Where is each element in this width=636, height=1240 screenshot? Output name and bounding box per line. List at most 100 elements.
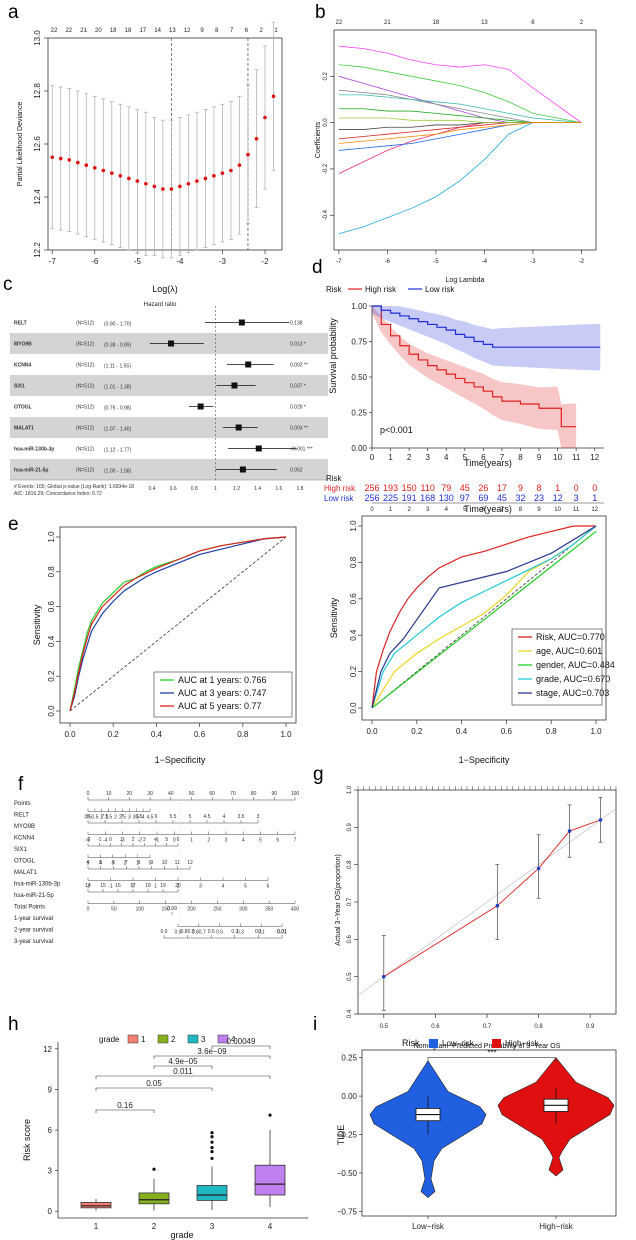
panel-d-ci-band-1	[372, 306, 601, 371]
panel-g-point	[536, 866, 541, 871]
panel-f-scale-label: -4	[103, 838, 108, 844]
panel-f-row-label: 1-year survival	[14, 916, 53, 922]
panel-f-scale-label: 40	[168, 791, 174, 797]
panel-f-scale-label: 0.99	[167, 906, 177, 912]
panel-f-scale-label: 350	[265, 907, 274, 913]
panel-e-left-frame	[59, 526, 297, 724]
panel-f-row-label: SIX1	[14, 847, 28, 853]
panel-d-legend-low: Low risk	[425, 285, 455, 294]
panel-i-ytick-label: 0.00	[341, 1092, 357, 1101]
panel-f-scale-label: 10	[162, 860, 168, 866]
panel-d-xtick-label: 9	[537, 453, 542, 462]
panel-c-row-ci: (0.38 - 0.89)	[104, 343, 132, 349]
panel-e-right-ytick-label: 1.0	[349, 520, 358, 532]
panel-e-left-xtick-label: 0.6	[194, 730, 206, 739]
panel-f-scale-label: 3	[128, 815, 131, 821]
panel-a-ytick-label: 12.4	[33, 189, 42, 205]
panel-c-row-ci: (1.00 - 1.58)	[104, 469, 132, 475]
panel-d-legend-high: High risk	[365, 285, 397, 294]
panel-e-left-xtick-label: 1.0	[280, 730, 292, 739]
panel-f-scale-label: 1	[190, 838, 193, 844]
panel-f-scale-label: 150	[161, 907, 170, 913]
panel-a-point	[93, 166, 97, 170]
panel-c-row-band	[10, 375, 328, 396]
panel-d-risktable-xtick: 10	[554, 507, 561, 513]
panel-f-scale-label: 6.5	[136, 814, 143, 820]
panel-f-scale-label: 18	[145, 883, 151, 889]
panel-d-ylabel: Survival probability	[328, 318, 338, 394]
panel-label-h: h	[8, 1014, 19, 1035]
panel-g-ideal-line	[357, 808, 617, 996]
panel-c-row-p: 0.013 *	[290, 342, 306, 348]
panel-g-ytick-label: 0.9	[347, 823, 353, 832]
panel-d-ytick-label: 0.50	[351, 373, 367, 382]
panel-f-row-label: RELT	[14, 813, 29, 819]
panel-a-point	[271, 94, 276, 99]
panel-e-right-roc-line-4	[371, 525, 597, 709]
panel-d-survival: Risk High risk Low risk Survival probabi…	[324, 285, 604, 514]
panel-b-coef-line-c3	[338, 122, 582, 235]
panel-h-xtick-label: 2	[152, 1222, 157, 1231]
panel-e-left-xtick-label: 0.2	[108, 730, 120, 739]
panel-d-risktable-cell: 256	[364, 493, 379, 503]
panel-i-ylabel: TIDE	[336, 1125, 346, 1146]
panel-c-xtick-label: 1.2	[233, 486, 240, 492]
panel-d-risktable-cell: 69	[478, 493, 488, 503]
panel-h-xtick-label: 3	[210, 1222, 215, 1231]
panel-d-risktable-cell: 32	[515, 493, 525, 503]
panel-c-row-ci: (0.90 - 1.70)	[104, 322, 132, 328]
panel-c-xtick-label: 1	[214, 486, 217, 492]
panel-d-risktable-cell: 168	[420, 493, 435, 503]
panel-d-risktable-xlabel: Time(years)	[464, 504, 512, 514]
panel-f-scale-label: 30	[147, 791, 153, 797]
panel-d-risktable-xtick: 12	[591, 507, 598, 513]
panel-a-point	[195, 179, 199, 183]
panel-g-ytick-label: 0.6	[347, 935, 353, 944]
panel-h-outlier	[210, 1140, 214, 1144]
panel-c-row-label: RELT	[14, 321, 27, 327]
panel-f-scale-label: 1	[120, 837, 123, 843]
panel-a-top-tick-label: 1	[274, 28, 278, 34]
panel-f-scale-label: 400	[291, 907, 300, 913]
panel-a-top-tick-label: 8	[215, 28, 219, 34]
panel-a-xtick-label: -3	[219, 257, 227, 266]
panel-a-point	[220, 171, 225, 175]
panel-f-scale-label: 60	[209, 791, 215, 797]
panel-g-ylabel: Actual 3−Year OS(proportion)	[335, 854, 342, 946]
panel-a-top-tick-label: 22	[65, 28, 72, 34]
panel-i-ytick-label: −0.50	[337, 1169, 358, 1178]
panel-g-xtick-label: 0.9	[586, 1024, 595, 1030]
panel-e-left-ytick-label: 0.0	[47, 705, 56, 717]
panel-f-scale-label: 2	[114, 815, 117, 821]
panel-e-right-xtick-label: 0.4	[456, 727, 468, 736]
panel-d-xlabel: Time(years)	[464, 458, 512, 468]
panel-e-left-xtick-label: 0.0	[64, 730, 76, 739]
panel-e-left-xlabel: 1−Specificity	[155, 755, 206, 765]
panel-e-time-roc: Sensitivity 1−Specificity 0.0 0.0 0.2 0.2 0.…	[32, 526, 297, 765]
panel-c-xtick-label: 1.6	[275, 486, 282, 492]
panel-b-coefficients: Log Lambda Coefficients -7 -6 -5 -4 -3 -2 -0.4…	[315, 20, 597, 284]
panel-f-scale-label: 4	[99, 861, 102, 867]
panel-a-xlabel: Log(λ)	[152, 284, 178, 294]
panel-a-top-tick-label: 22	[51, 28, 58, 34]
panel-f-scale-label: 100	[136, 907, 145, 913]
panel-d-xtick-label: 8	[518, 453, 523, 462]
panel-f-scale-label: 200	[187, 907, 196, 913]
panel-f-scale-label: 1	[154, 884, 157, 890]
panel-f-scale-label: 4	[142, 815, 145, 821]
panel-e-right-legend-label: age, AUC=0.601	[536, 646, 602, 656]
panel-b-coef-line-c2	[338, 64, 582, 124]
panel-f-scale-label: -1	[108, 884, 113, 890]
panel-f-scale-label: 1	[136, 861, 139, 867]
panel-d-legend-title: Risk	[326, 285, 343, 294]
panel-d-risktable-high-label: High risk	[324, 484, 356, 493]
panel-e-left-ytick-label: 0.4	[47, 635, 56, 647]
panel-d-risktable-cell: 1	[592, 493, 597, 503]
panel-e-left-legend-label: AUC at 3 years: 0.747	[178, 688, 267, 698]
panel-c-row-p: 0.028 *	[290, 405, 306, 411]
panel-a-point	[161, 187, 165, 191]
panel-h-comparison-label: 3.6e−09	[197, 1047, 227, 1056]
panel-d-ytick-label: 1.00	[351, 302, 367, 311]
panel-e-left-ytick-label: 1.0	[47, 531, 56, 543]
